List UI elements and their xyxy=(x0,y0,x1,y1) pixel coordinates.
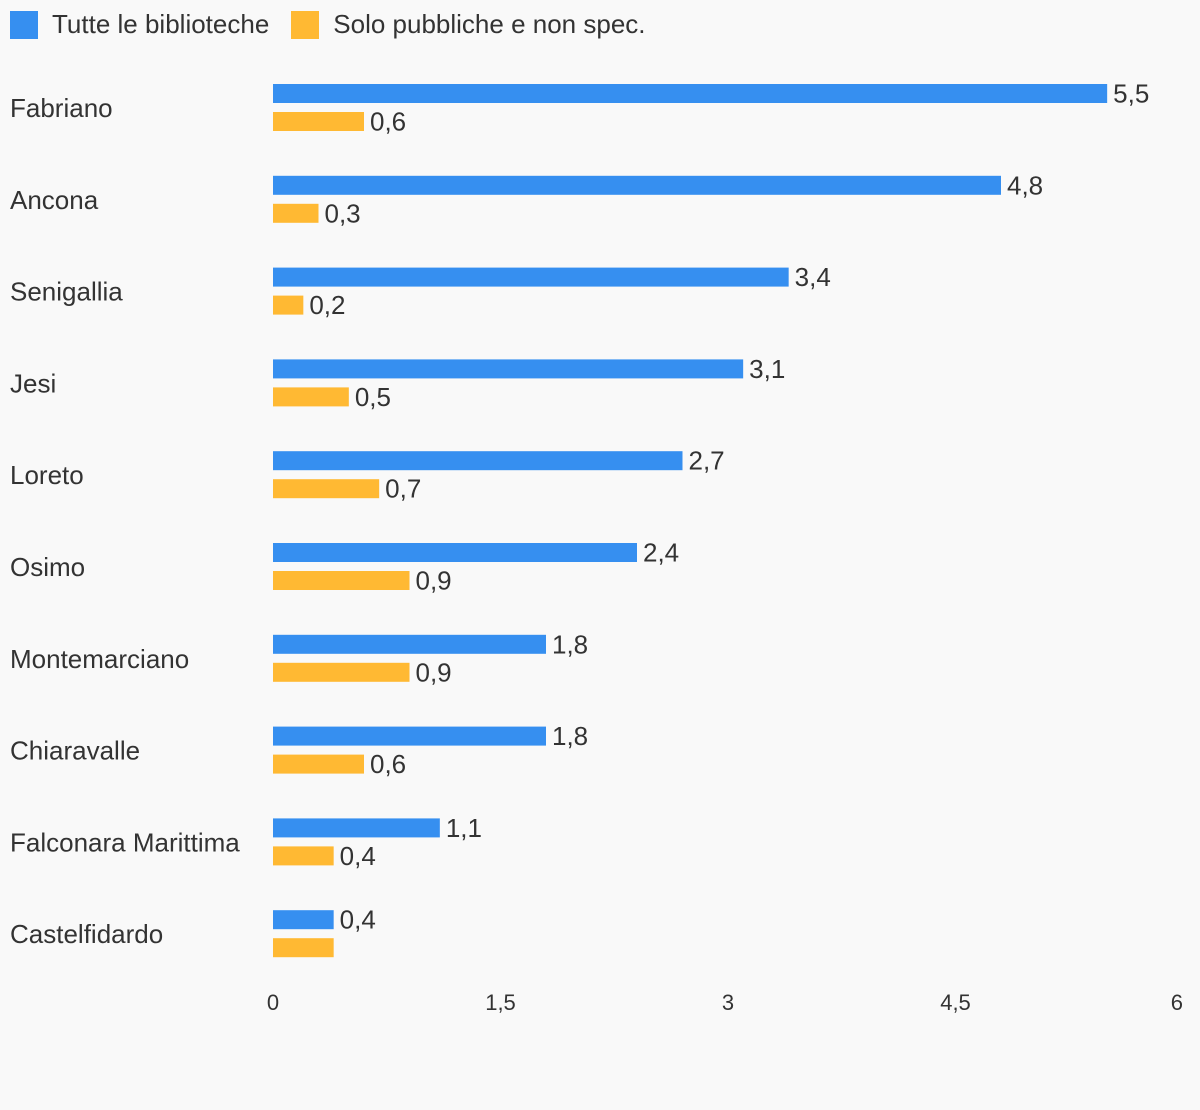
bar-tutte[interactable] xyxy=(273,818,440,838)
category-label: Osimo xyxy=(10,552,85,582)
data-label: 0,7 xyxy=(385,474,421,504)
category-label: Falconara Marittima xyxy=(10,827,240,857)
category-label: Jesi xyxy=(10,368,56,398)
legend-item-series-2[interactable]: Solo pubbliche e non spec. xyxy=(291,9,646,40)
data-label: 2,7 xyxy=(689,446,725,476)
data-label: 0,4 xyxy=(340,841,376,871)
category-label: Chiaravalle xyxy=(10,736,140,766)
bar-tutte[interactable] xyxy=(273,267,789,287)
category-label: Ancona xyxy=(10,185,99,215)
data-label: 0,4 xyxy=(340,905,376,935)
legend-label-series-1: Tutte le biblioteche xyxy=(52,9,270,39)
x-tick-label: 0 xyxy=(267,990,279,1015)
legend-swatch-series-1 xyxy=(10,10,38,39)
category-label: Fabriano xyxy=(10,93,113,123)
data-label: 3,4 xyxy=(795,262,831,292)
bar-tutte[interactable] xyxy=(273,84,1108,103)
bar-tutte[interactable] xyxy=(273,543,637,562)
bar-pubbliche[interactable] xyxy=(273,112,364,131)
bar-pubbliche[interactable] xyxy=(273,203,319,223)
data-label: 1,8 xyxy=(552,721,588,751)
bar-pubbliche[interactable] xyxy=(273,571,410,590)
x-tick-label: 3 xyxy=(722,990,734,1015)
x-tick-label: 1,5 xyxy=(485,990,516,1015)
data-label: 1,1 xyxy=(446,813,482,843)
data-label: 0,6 xyxy=(370,107,406,137)
data-label: 0,2 xyxy=(309,290,345,320)
data-label: 0,9 xyxy=(416,657,452,687)
category-label: Loreto xyxy=(10,460,84,490)
x-tick-label: 6 xyxy=(1171,990,1183,1015)
data-label: 5,5 xyxy=(1113,79,1149,109)
data-label: 0,3 xyxy=(325,198,361,228)
data-label: 1,8 xyxy=(552,629,588,659)
bar-pubbliche[interactable] xyxy=(273,938,334,958)
data-label: 0,9 xyxy=(416,566,452,596)
bar-pubbliche[interactable] xyxy=(273,387,349,407)
bar-pubbliche[interactable] xyxy=(273,479,380,499)
data-label: 0,5 xyxy=(355,382,391,412)
bar-pubbliche[interactable] xyxy=(273,754,364,774)
category-label: Montemarciano xyxy=(10,644,189,674)
category-label: Castelfidardo xyxy=(10,919,163,949)
data-label: 0,6 xyxy=(370,749,406,779)
legend-swatch-series-2 xyxy=(291,10,320,39)
bar-tutte[interactable] xyxy=(273,726,546,746)
data-label: 2,4 xyxy=(643,538,679,568)
legend: Tutte le biblioteche Solo pubbliche e no… xyxy=(10,9,668,40)
bar-pubbliche[interactable] xyxy=(273,846,334,866)
legend-item-series-1[interactable]: Tutte le biblioteche xyxy=(10,9,269,40)
bar-pubbliche[interactable] xyxy=(273,295,304,315)
bar-tutte[interactable] xyxy=(273,175,1001,195)
category-label: Senigallia xyxy=(10,277,123,307)
bar-tutte[interactable] xyxy=(273,910,334,930)
bar-tutte[interactable] xyxy=(273,634,546,654)
bar-tutte[interactable] xyxy=(273,359,744,379)
data-label: 4,8 xyxy=(1007,170,1043,200)
x-tick-label: 4,5 xyxy=(940,990,971,1015)
data-label: 3,1 xyxy=(749,354,785,384)
legend-label-series-2: Solo pubbliche e non spec. xyxy=(333,9,646,39)
bar-tutte[interactable] xyxy=(273,451,683,471)
bar-pubbliche[interactable] xyxy=(273,662,410,682)
